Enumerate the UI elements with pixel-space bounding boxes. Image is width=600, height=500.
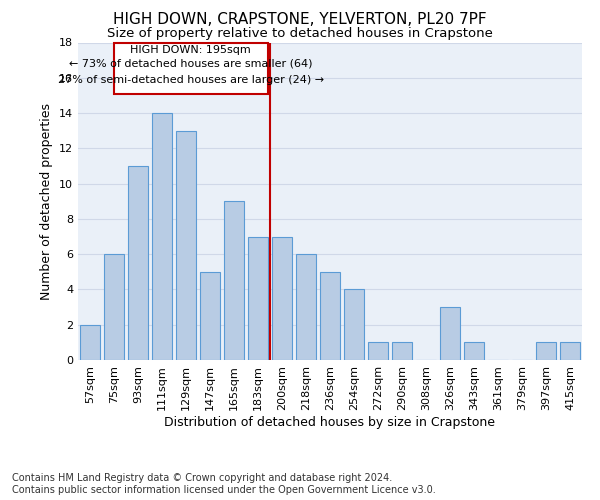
Text: Contains HM Land Registry data © Crown copyright and database right 2024.
Contai: Contains HM Land Registry data © Crown c… [12, 474, 436, 495]
Bar [440, 307, 460, 360]
Text: ← 73% of detached houses are smaller (64): ← 73% of detached houses are smaller (64… [69, 58, 313, 68]
Bar [248, 236, 268, 360]
Bar [344, 290, 364, 360]
Bar [128, 166, 148, 360]
Y-axis label: Number of detached properties: Number of detached properties [40, 103, 53, 300]
FancyBboxPatch shape [114, 42, 268, 94]
Bar [80, 324, 100, 360]
X-axis label: Distribution of detached houses by size in Crapstone: Distribution of detached houses by size … [164, 416, 496, 428]
Bar [560, 342, 580, 360]
Bar [272, 236, 292, 360]
Bar [368, 342, 388, 360]
Bar [104, 254, 124, 360]
Bar [152, 113, 172, 360]
Text: HIGH DOWN, CRAPSTONE, YELVERTON, PL20 7PF: HIGH DOWN, CRAPSTONE, YELVERTON, PL20 7P… [113, 12, 487, 28]
Bar [464, 342, 484, 360]
Bar [392, 342, 412, 360]
Bar [296, 254, 316, 360]
Text: Size of property relative to detached houses in Crapstone: Size of property relative to detached ho… [107, 28, 493, 40]
Bar [224, 201, 244, 360]
Bar [320, 272, 340, 360]
Bar [176, 130, 196, 360]
Text: 27% of semi-detached houses are larger (24) →: 27% of semi-detached houses are larger (… [58, 74, 324, 85]
Bar [536, 342, 556, 360]
Text: HIGH DOWN: 195sqm: HIGH DOWN: 195sqm [130, 44, 251, 54]
Bar [200, 272, 220, 360]
